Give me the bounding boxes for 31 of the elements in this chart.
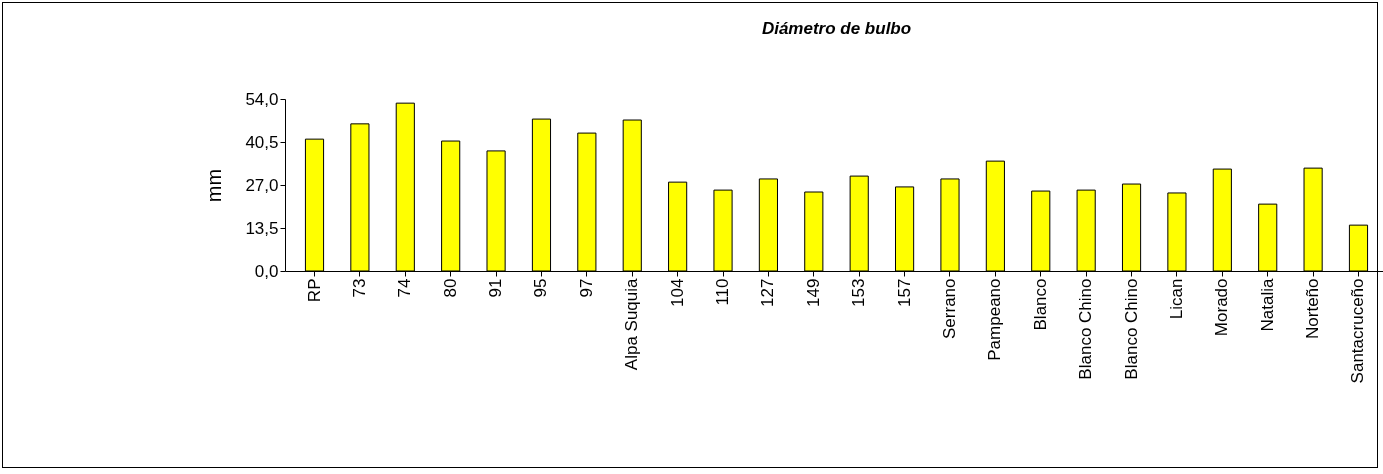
x-tick-label: 110 [713,278,733,306]
y-tick-label: 13,5 [245,218,279,238]
x-tick-label: Blanco [1030,278,1050,331]
x-tick-label: Pampeano [985,278,1005,361]
x-tick-label: Blanco Chino [1121,278,1141,380]
x-tick-label: 157 [894,278,914,307]
x-tick-label: 80 [440,278,460,298]
y-tick-label: 27,0 [245,175,279,195]
x-tick-label: 97 [576,278,596,298]
x-tick-label: 153 [849,278,869,307]
x-tick-label: Natalia [1257,277,1277,332]
x-tick-label: 104 [667,278,687,307]
x-tick-label: Serrano [939,278,959,339]
x-tick-label: Santacruceño [1348,278,1368,384]
x-tick-label: 95 [531,278,551,298]
x-tick-label: Morado [1212,278,1232,337]
x-tick-label: Norteño [1303,278,1323,339]
x-tick-label: 74 [395,278,415,298]
chart-title: Diámetro de bulbo [761,19,912,38]
y-tick-label: 40,5 [245,132,279,152]
x-tick-label: 91 [486,278,506,298]
x-tick-label: Alpa Suquia [622,277,642,371]
x-tick-label: RP [304,278,324,303]
x-tick-label: Blanco Chino [1076,278,1096,380]
y-tick-label: 54,0 [245,89,279,109]
y-tick-label: 0,0 [254,261,279,281]
y-axis-title: mm [203,168,226,203]
x-tick-label: 149 [803,278,823,307]
x-tick-label: 73 [349,278,369,298]
x-tick-label: Lican [1166,278,1186,320]
x-tick-label: 127 [758,278,778,307]
